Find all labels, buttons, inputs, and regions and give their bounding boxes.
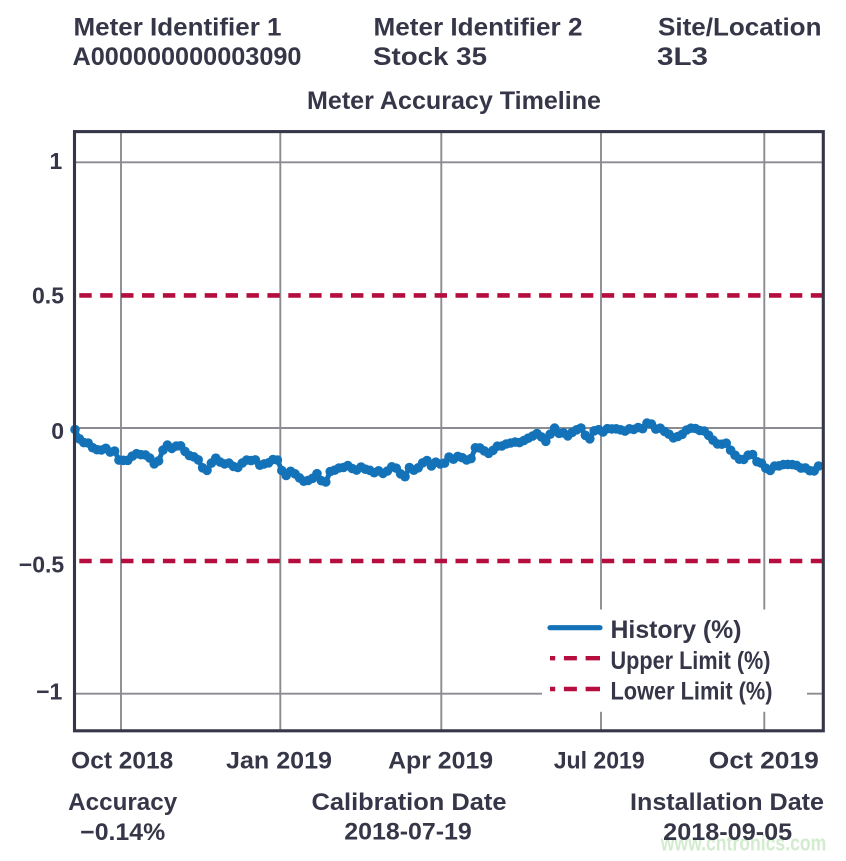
svg-text:Meter Accuracy Timeline: Meter Accuracy Timeline [307,87,601,115]
svg-text:Upper Limit (%): Upper Limit (%) [611,647,771,675]
svg-text:A000000000003090: A000000000003090 [73,43,302,71]
svg-text:Meter Identifier 1: Meter Identifier 1 [74,14,282,42]
svg-text:Accuracy: Accuracy [68,789,178,816]
svg-text:Stock 35: Stock 35 [373,43,487,71]
svg-text:0: 0 [51,418,64,444]
svg-text:www.cntronics.com: www.cntronics.com [660,831,826,856]
svg-text:Site/Location: Site/Location [658,14,822,42]
svg-text:2018-07-19: 2018-07-19 [344,819,472,846]
svg-text:Jan 2019: Jan 2019 [226,748,332,775]
svg-text:0.5: 0.5 [32,283,64,309]
svg-text:3L3: 3L3 [657,43,708,71]
svg-text:Installation Date: Installation Date [630,789,824,816]
svg-text:−0.5: −0.5 [19,552,65,578]
svg-text:Apr 2019: Apr 2019 [388,748,493,775]
svg-text:−0.14%: −0.14% [80,819,165,846]
svg-text:−1: −1 [36,678,62,704]
svg-text:1: 1 [50,148,63,174]
svg-text:Meter Identifier 2: Meter Identifier 2 [374,14,583,42]
svg-text:Oct 2018: Oct 2018 [71,748,173,775]
svg-text:Calibration Date: Calibration Date [312,789,507,816]
svg-text:2018-09-05: 2018-09-05 [663,819,792,846]
svg-text:Lower Limit (%): Lower Limit (%) [611,677,773,705]
svg-text:History (%): History (%) [611,616,742,644]
svg-text:Oct 2019: Oct 2019 [709,748,819,775]
svg-text:Jul 2019: Jul 2019 [554,748,645,775]
